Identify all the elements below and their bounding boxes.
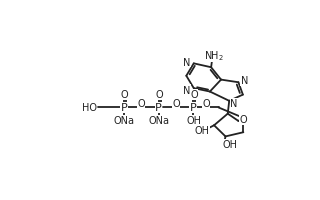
Text: P: P <box>190 103 196 113</box>
Text: HO: HO <box>82 102 97 112</box>
Text: N: N <box>230 99 238 109</box>
Text: N: N <box>241 76 248 86</box>
Text: P: P <box>155 103 162 113</box>
Text: O: O <box>137 99 145 109</box>
Text: N: N <box>183 86 191 96</box>
Text: NH$_2$: NH$_2$ <box>204 49 224 62</box>
Text: OH: OH <box>195 125 210 135</box>
Text: O: O <box>190 90 198 100</box>
Text: O: O <box>156 90 163 100</box>
Text: ONa: ONa <box>114 116 135 126</box>
Text: O: O <box>121 90 128 100</box>
Text: O: O <box>239 115 247 125</box>
Text: O: O <box>172 99 180 109</box>
Text: O: O <box>202 99 210 109</box>
Text: ONa: ONa <box>148 116 170 126</box>
Text: OH: OH <box>222 140 237 150</box>
Text: OH: OH <box>186 116 201 126</box>
Text: P: P <box>120 103 127 113</box>
Text: N: N <box>183 57 191 67</box>
